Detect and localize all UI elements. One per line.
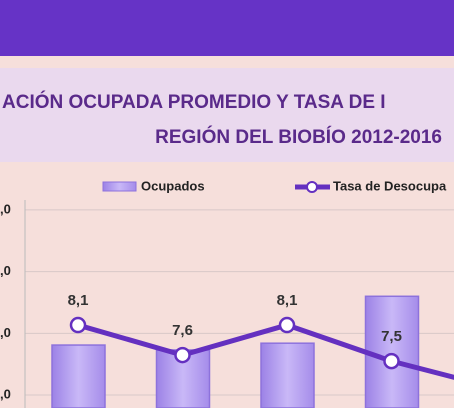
- point: [71, 318, 85, 332]
- value-label: 7,5: [381, 328, 402, 345]
- bar: [366, 296, 419, 408]
- banner: [0, 0, 454, 56]
- page: {"chart_data": { "type": "bar-line", "ti…: [0, 0, 454, 408]
- point: [176, 348, 190, 362]
- legend-label: Tasa de Desocupa: [333, 178, 447, 193]
- y-tick-label: ,0: [0, 263, 11, 278]
- chart-title: REGIÓN DEL BIOBÍO 2012-2016: [155, 126, 442, 148]
- chart-title: ACIÓN OCUPADA PROMEDIO Y TASA DE I: [2, 91, 386, 113]
- value-label: 8,1: [68, 292, 89, 309]
- value-label: 7,6: [172, 322, 193, 339]
- legend-label: Ocupados: [141, 178, 205, 193]
- value-label: 8,1: [277, 292, 298, 309]
- y-tick-label: ,0: [0, 386, 11, 401]
- y-tick-label: ,0: [0, 201, 11, 216]
- chart: ACIÓN OCUPADA PROMEDIO Y TASA DE I REGIÓ…: [0, 0, 454, 408]
- y-tick-label: ,0: [0, 325, 11, 340]
- legend-swatch: [307, 182, 317, 192]
- bar: [52, 345, 105, 408]
- point: [385, 354, 399, 368]
- legend-swatch: [103, 182, 136, 191]
- point: [280, 318, 294, 332]
- bar: [261, 343, 314, 408]
